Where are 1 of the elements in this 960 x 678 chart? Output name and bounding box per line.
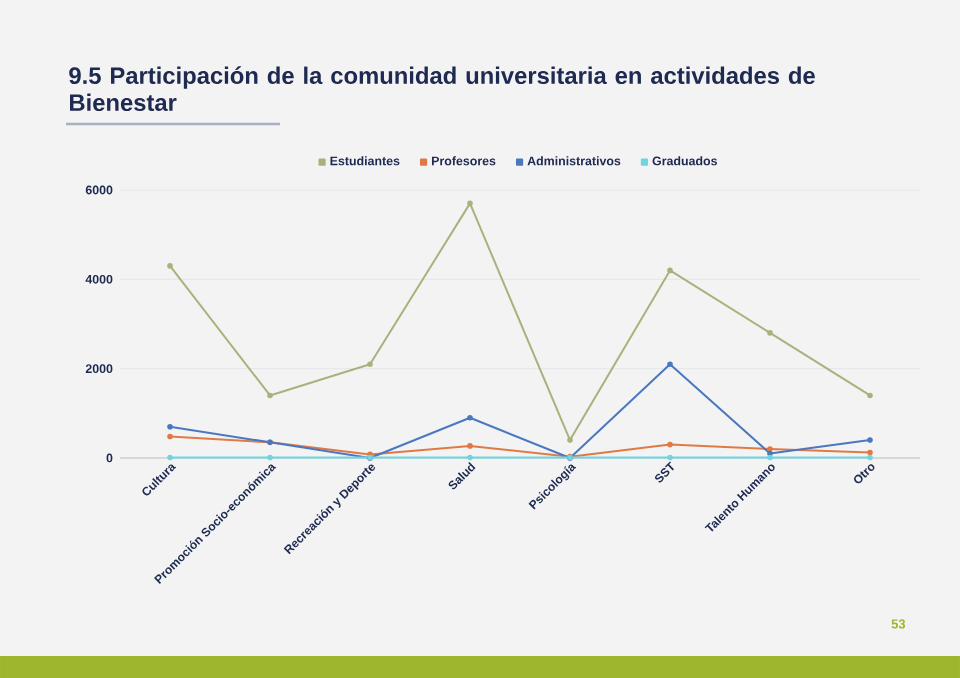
- chart-title: 9.5 Participación de la comunidad universitaria en actividades de Bienestar: [69, 66, 815, 112]
